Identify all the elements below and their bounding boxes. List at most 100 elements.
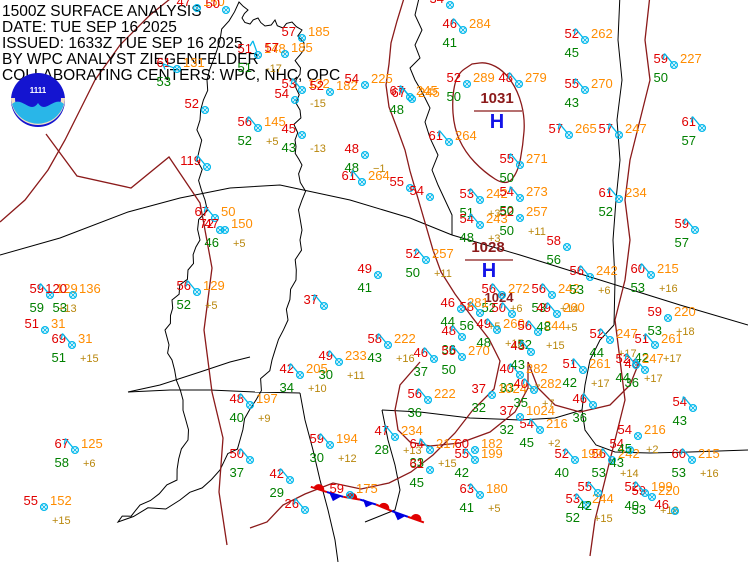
svg-text:194: 194 <box>336 431 358 446</box>
svg-text:+15: +15 <box>80 353 99 365</box>
svg-text:+10: +10 <box>308 383 327 395</box>
svg-text:50: 50 <box>492 300 506 315</box>
svg-text:57: 57 <box>599 121 613 136</box>
svg-text:+15: +15 <box>594 513 613 525</box>
svg-text:257: 257 <box>526 204 548 219</box>
svg-text:60: 60 <box>672 446 686 461</box>
svg-text:257: 257 <box>432 246 454 261</box>
svg-text:199: 199 <box>581 446 603 461</box>
svg-text:59: 59 <box>654 51 668 66</box>
svg-text:30: 30 <box>310 450 324 465</box>
svg-text:247: 247 <box>616 326 638 341</box>
svg-text:43: 43 <box>511 338 525 353</box>
svg-text:50: 50 <box>406 265 420 280</box>
svg-text:48: 48 <box>345 141 359 156</box>
svg-text:220: 220 <box>674 304 696 319</box>
svg-text:216: 216 <box>546 416 568 431</box>
svg-text:59: 59 <box>330 481 344 496</box>
svg-text:55: 55 <box>390 174 404 189</box>
svg-text:42: 42 <box>280 361 294 376</box>
svg-text:45: 45 <box>565 45 579 60</box>
svg-text:46: 46 <box>443 16 457 31</box>
svg-text:125: 125 <box>81 436 103 451</box>
svg-text:50: 50 <box>442 362 456 377</box>
svg-text:48: 48 <box>460 230 474 245</box>
svg-text:61: 61 <box>410 456 424 471</box>
svg-text:45: 45 <box>618 441 632 456</box>
svg-text:57: 57 <box>265 40 279 55</box>
svg-text:57: 57 <box>675 235 689 250</box>
svg-text:28: 28 <box>375 442 389 457</box>
svg-text:40: 40 <box>514 376 528 391</box>
svg-text:46: 46 <box>573 391 587 406</box>
svg-text:54: 54 <box>275 86 289 101</box>
svg-text:54: 54 <box>410 183 424 198</box>
svg-text:222: 222 <box>434 386 456 401</box>
svg-text:234: 234 <box>625 185 647 200</box>
svg-text:61: 61 <box>342 168 356 183</box>
svg-text:45: 45 <box>410 475 424 490</box>
svg-text:36: 36 <box>408 405 422 420</box>
svg-text:67: 67 <box>55 436 69 451</box>
svg-text:51: 51 <box>25 316 39 331</box>
svg-text:+9: +9 <box>258 413 271 425</box>
svg-text:281: 281 <box>467 295 489 310</box>
svg-text:56: 56 <box>177 278 191 293</box>
svg-text:+5: +5 <box>488 503 501 515</box>
svg-text:48: 48 <box>390 102 404 117</box>
svg-text:42: 42 <box>455 465 469 480</box>
svg-text:+17: +17 <box>644 373 663 385</box>
svg-text:H: H <box>490 111 504 133</box>
svg-text:26: 26 <box>285 496 299 511</box>
svg-text:41: 41 <box>443 35 457 50</box>
svg-text:52: 52 <box>185 96 199 111</box>
svg-text:52: 52 <box>555 446 569 461</box>
svg-text:245: 245 <box>418 85 440 100</box>
svg-text:289: 289 <box>473 70 495 85</box>
svg-text:46: 46 <box>441 295 455 310</box>
svg-text:58: 58 <box>547 233 561 248</box>
svg-text:-13: -13 <box>310 143 326 155</box>
svg-text:48: 48 <box>230 391 244 406</box>
svg-text:1031: 1031 <box>480 90 513 107</box>
svg-text:53: 53 <box>157 74 171 89</box>
svg-text:52: 52 <box>599 204 613 219</box>
svg-text:43: 43 <box>610 455 624 470</box>
svg-text:49: 49 <box>477 316 491 331</box>
svg-text:47: 47 <box>205 216 219 231</box>
svg-text:32: 32 <box>500 422 514 437</box>
svg-text:42: 42 <box>270 466 284 481</box>
svg-text:284: 284 <box>469 16 491 31</box>
svg-text:+18: +18 <box>676 326 695 338</box>
svg-text:49: 49 <box>358 261 372 276</box>
svg-text:48: 48 <box>499 70 513 85</box>
svg-text:1111: 1111 <box>30 86 47 95</box>
svg-text:60: 60 <box>631 261 645 276</box>
svg-text:+11: +11 <box>528 226 546 238</box>
svg-text:129: 129 <box>203 278 225 293</box>
svg-text:34: 34 <box>280 380 294 395</box>
svg-text:52: 52 <box>616 351 630 366</box>
svg-text:56: 56 <box>238 114 252 129</box>
svg-text:37: 37 <box>472 381 486 396</box>
svg-text:+5: +5 <box>266 136 279 148</box>
svg-text:264: 264 <box>368 168 390 183</box>
svg-text:52: 52 <box>625 479 639 494</box>
svg-text:58: 58 <box>55 455 69 470</box>
svg-text:50: 50 <box>500 203 514 218</box>
svg-text:272: 272 <box>508 281 530 296</box>
svg-text:+17: +17 <box>663 353 682 365</box>
svg-text:61: 61 <box>682 114 696 129</box>
svg-text:+15: +15 <box>438 458 457 470</box>
svg-text:56: 56 <box>532 281 546 296</box>
svg-text:54: 54 <box>673 394 687 409</box>
svg-text:54: 54 <box>345 71 359 86</box>
svg-text:197: 197 <box>256 391 278 406</box>
svg-text:55: 55 <box>442 343 456 358</box>
svg-text:271: 271 <box>526 151 548 166</box>
svg-text:42: 42 <box>563 375 577 390</box>
svg-text:40: 40 <box>555 465 569 480</box>
svg-text:+15: +15 <box>52 515 71 527</box>
svg-text:215: 215 <box>698 446 720 461</box>
svg-text:43: 43 <box>511 357 525 372</box>
